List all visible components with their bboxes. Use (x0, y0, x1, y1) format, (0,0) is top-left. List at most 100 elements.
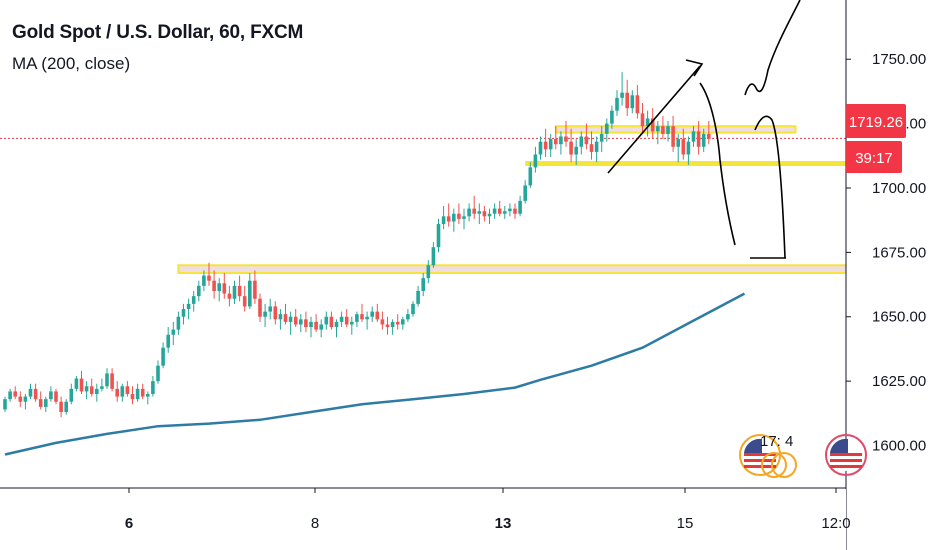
candle-77 (395, 314, 400, 330)
candle-body (197, 285, 201, 297)
price-axis[interactable] (847, 0, 932, 488)
candle-9 (49, 386, 53, 402)
candle-body (151, 381, 155, 395)
candle-76 (390, 319, 395, 335)
candle-87 (446, 203, 451, 227)
candle-28 (146, 391, 150, 405)
drawing-stroke-2 (699, 82, 736, 246)
candle-21 (110, 368, 114, 392)
bar-countdown: 39:17 (855, 150, 893, 167)
candle-51 (263, 303, 267, 328)
symbol-title[interactable]: Gold Spot / U.S. Dollar, 60, FXCM (12, 22, 304, 43)
candle-6 (33, 383, 38, 402)
candle-36 (186, 298, 191, 320)
candle-67 (344, 309, 349, 328)
candle-15 (79, 370, 84, 395)
candle-body (334, 321, 339, 328)
price-tick-label: 1650.00 (872, 309, 926, 326)
candle-body (140, 388, 145, 397)
candle-body (497, 208, 502, 214)
candle-body (538, 141, 543, 155)
candle-70 (360, 303, 364, 322)
time-axis-ticks: 6 8 13 15 12:0 (125, 488, 851, 532)
price-tick-label: 1625.00 (872, 373, 926, 390)
candle-34 (176, 311, 181, 335)
candle-body (508, 208, 512, 212)
candle-body (232, 285, 237, 299)
candle-body (23, 396, 28, 402)
candle-body (416, 290, 420, 304)
price-tick-label: 1600.00 (872, 438, 926, 455)
candle-body (620, 92, 624, 98)
candle-79 (406, 309, 410, 322)
last-price-badge: 1719.26 39:17 (846, 104, 906, 173)
candle-body (441, 216, 446, 225)
candle-62 (319, 319, 323, 338)
candle-50 (258, 293, 262, 322)
candle-body (258, 298, 262, 317)
candle-body (146, 394, 150, 397)
candle-body (156, 365, 160, 382)
candle-33 (171, 321, 176, 346)
candle-body (360, 314, 364, 320)
candle-19 (100, 378, 104, 392)
candle-68 (350, 316, 354, 335)
candle-133 (681, 128, 686, 160)
candle-131 (671, 115, 675, 152)
candle-113 (579, 131, 584, 155)
candle-83 (426, 260, 431, 284)
last-price-value: 1719.26 (849, 114, 903, 131)
candle-25 (130, 386, 135, 405)
drawing-stroke-3 (744, 0, 801, 96)
candle-134 (686, 136, 691, 165)
candle-body (452, 213, 456, 222)
candle-137 (701, 128, 706, 152)
candle-body (625, 92, 629, 109)
candle-body (375, 311, 380, 320)
candle-135 (691, 126, 696, 147)
candle-body (523, 185, 527, 201)
candle-55 (283, 303, 288, 325)
time-tick-label: 12:0 (821, 515, 850, 532)
candle-99 (508, 203, 512, 217)
candle-body (395, 321, 400, 325)
candle-body (227, 293, 232, 299)
candle-61 (314, 314, 318, 333)
candle-29 (151, 375, 155, 397)
candle-body (656, 126, 660, 132)
candle-42 (217, 278, 221, 302)
candle-body (278, 314, 283, 320)
candle-35 (181, 303, 186, 325)
candle-0 (3, 396, 7, 413)
drawing-stroke-1 (685, 59, 704, 77)
candle-body (222, 283, 227, 294)
candle-56 (288, 311, 293, 335)
candle-body (202, 275, 206, 286)
candle-121 (620, 72, 624, 106)
candle-82 (421, 272, 425, 297)
candle-69 (355, 311, 359, 328)
candle-body (54, 391, 58, 402)
price-tick-label: 1700.00 (872, 180, 926, 197)
us-economic-event-icon[interactable] (739, 434, 797, 478)
candle-123 (630, 90, 635, 114)
candle-body (584, 136, 589, 145)
study-label[interactable]: MA (200, close) (12, 54, 131, 73)
candle-124 (635, 84, 640, 119)
candle-body (666, 126, 670, 134)
candle-body (13, 391, 17, 397)
candle-136 (696, 121, 701, 155)
candle-body (574, 146, 578, 155)
time-axis[interactable] (0, 489, 846, 550)
candle-body (492, 208, 497, 214)
candle-body (8, 391, 12, 400)
us-economic-event-icon-2[interactable] (825, 434, 867, 476)
chart-legend: Gold Spot / U.S. Dollar, 60, FXCM MA (20… (12, 22, 303, 74)
candle-body (645, 118, 650, 127)
candle-13 (69, 383, 74, 405)
candle-body (446, 216, 451, 222)
candle-body (273, 306, 278, 320)
candle-89 (457, 203, 461, 225)
candle-body (105, 373, 109, 387)
